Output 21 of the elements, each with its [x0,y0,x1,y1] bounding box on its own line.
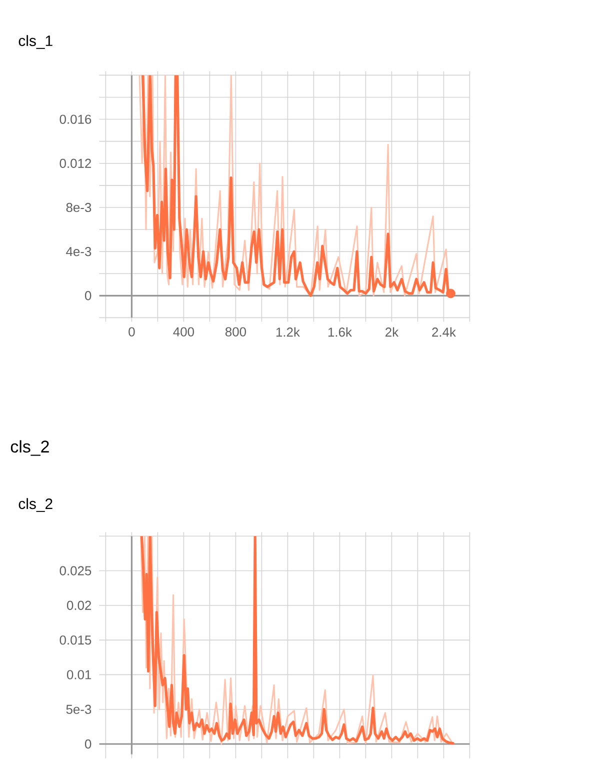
chart-title: cls_2 [18,498,52,512]
y-tick-label: 8e-3 [66,202,92,212]
x-tick-label: 0 [128,327,135,336]
x-tick-label: 400 [173,327,194,336]
y-tick-label: 0.025 [60,566,92,576]
y-tick-label: 0.016 [60,114,92,124]
y-tick-label: 5e-3 [66,704,92,714]
chart-title: cls_1 [18,35,52,49]
x-tick-label: 2k [386,327,399,337]
y-tick-label: 0 [84,291,92,300]
y-tick-label: 0 [84,739,92,749]
text: cls_2 [10,440,49,456]
x-tick-label: 1.2k [276,327,300,337]
y-tick-label: 0.02 [66,600,92,610]
y-tick-label: 0.01 [66,670,92,680]
x-tick-label: 800 [225,327,246,336]
y-tick-label: 4e-3 [66,246,92,256]
x-tick-label: 1.6k [328,327,352,337]
x-tick-label: 2.4k [432,327,456,337]
y-tick-label: 0.012 [60,158,92,168]
y-tick-label: 0.015 [60,635,92,645]
